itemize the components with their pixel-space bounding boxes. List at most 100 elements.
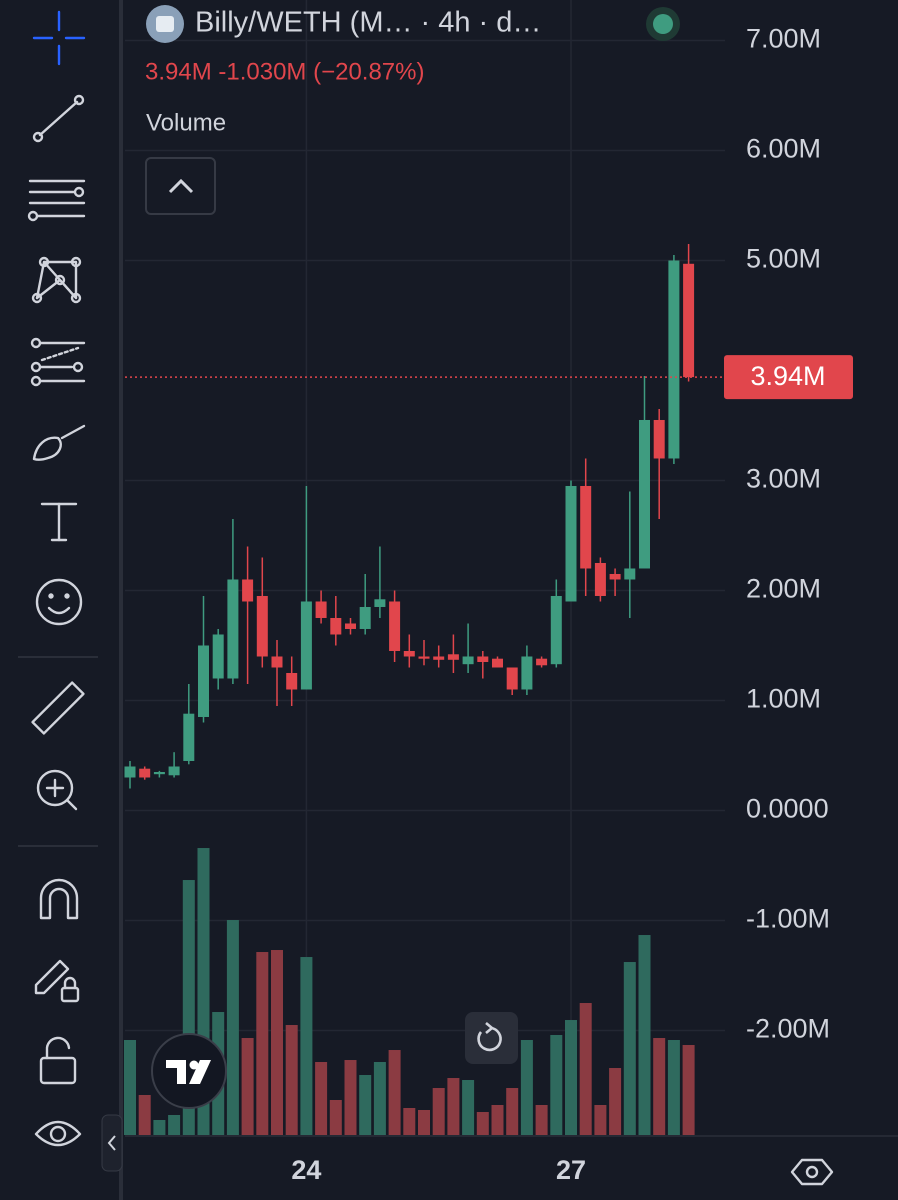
volume-bar — [520, 1040, 533, 1135]
volume-bar — [447, 1078, 460, 1135]
volume-bar — [667, 1040, 680, 1135]
y-tick-label: 6.00M — [746, 134, 821, 164]
candle-body — [124, 766, 136, 778]
visibility-tool[interactable] — [34, 1120, 82, 1147]
candle-body — [315, 601, 327, 618]
symbol-title: Billy/WETH (M… · 4h · d… — [195, 7, 541, 39]
settings-button[interactable] — [790, 1158, 834, 1186]
candle-body — [418, 656, 430, 659]
volume-bar — [300, 957, 313, 1135]
fib-tool[interactable] — [27, 179, 86, 222]
volume-bar — [388, 1050, 401, 1135]
y-tick-label: 5.00M — [746, 244, 821, 274]
candle-body — [345, 623, 356, 629]
prediction-tool[interactable] — [30, 337, 86, 387]
candle-body — [506, 667, 518, 690]
lock-tool[interactable] — [39, 1036, 77, 1085]
candle-body — [521, 656, 533, 690]
volume-bar — [609, 1068, 622, 1135]
x-tick-label: 27 — [556, 1155, 586, 1185]
candle-body — [565, 485, 577, 602]
reset-chart-button[interactable] — [465, 1012, 518, 1064]
volume-bar — [285, 1025, 298, 1135]
candle-body — [227, 579, 239, 679]
candle-body — [580, 485, 592, 569]
candle-body — [256, 595, 268, 657]
trend-line-tool[interactable] — [32, 94, 85, 143]
volume-bar — [432, 1088, 445, 1135]
y-tick-label: 3.00M — [746, 464, 821, 494]
volume-bar — [168, 1115, 181, 1135]
volume-bar — [682, 1045, 695, 1135]
brush-tool[interactable] — [32, 424, 86, 461]
pattern-tool[interactable] — [31, 256, 82, 304]
candle-body — [403, 650, 415, 657]
symbol-icon-detail — [156, 16, 174, 32]
candle-body — [683, 263, 695, 378]
crosshair-tool[interactable] — [32, 10, 86, 66]
status-indicator — [653, 14, 673, 34]
x-tick-label: 24 — [291, 1155, 321, 1185]
emoji-tool[interactable] — [35, 578, 83, 626]
volume-bar — [550, 1035, 563, 1135]
text-tool[interactable] — [40, 502, 78, 542]
volume-bar — [241, 1038, 254, 1135]
volume-bar — [271, 950, 283, 1135]
indicator-name: Volume — [146, 109, 226, 136]
collapse-toolbar-button[interactable] — [101, 1114, 123, 1172]
volume-bar — [653, 1038, 666, 1135]
y-tick-label: 2.00M — [746, 574, 821, 604]
toolbar — [0, 0, 118, 1200]
candle-body — [389, 601, 401, 651]
collapse-legend-button[interactable] — [145, 157, 216, 215]
candle-body — [183, 713, 195, 761]
volume-bar — [565, 1020, 577, 1135]
y-tick-label: 7.00M — [746, 24, 821, 54]
candle-body — [139, 768, 151, 778]
magnet-tool[interactable] — [39, 878, 79, 920]
volume-bar — [623, 962, 636, 1135]
volume-bar — [594, 1105, 607, 1135]
candle-body — [639, 419, 650, 569]
volume-bar — [535, 1105, 548, 1135]
volume-bar — [403, 1108, 416, 1135]
candle-body — [330, 617, 342, 635]
volume-bar — [329, 1100, 342, 1135]
volume-bar — [462, 1080, 475, 1135]
volume-bar — [256, 952, 269, 1135]
volume-bar — [124, 1040, 136, 1135]
last-price-label: 3.94M — [750, 361, 825, 391]
candle-body — [668, 260, 680, 459]
price-change: 3.94M -1.030M (−20.87%) — [145, 58, 424, 85]
volume-bar — [344, 1060, 357, 1135]
volume-bar — [506, 1088, 519, 1135]
volume-bar — [373, 1062, 386, 1135]
volume-bar — [418, 1110, 430, 1135]
volume-bar — [359, 1075, 372, 1135]
candle-body — [433, 656, 445, 660]
volume-bar — [579, 1003, 592, 1135]
candle-body — [447, 654, 459, 660]
tradingview-logo[interactable] — [151, 1033, 227, 1109]
candle-body — [477, 656, 489, 662]
candle-body — [359, 606, 371, 629]
y-tick-label: 1.00M — [746, 684, 821, 714]
volume-bar — [138, 1095, 151, 1135]
volume-bar — [476, 1112, 489, 1135]
candle-body — [286, 672, 298, 690]
candle-body — [462, 656, 474, 665]
ruler-tool[interactable] — [31, 681, 85, 735]
candle-body — [271, 656, 283, 668]
candle-body — [653, 419, 665, 459]
volume-bar — [638, 935, 651, 1135]
y-tick-label: -1.00M — [746, 904, 830, 934]
candle-body — [374, 599, 386, 607]
candle-body — [550, 595, 562, 665]
candle-body — [300, 601, 312, 690]
lock-drawings-tool[interactable] — [34, 959, 80, 1003]
candle-body — [242, 579, 254, 602]
zoom-tool[interactable] — [36, 769, 78, 811]
candle-body — [492, 658, 503, 668]
